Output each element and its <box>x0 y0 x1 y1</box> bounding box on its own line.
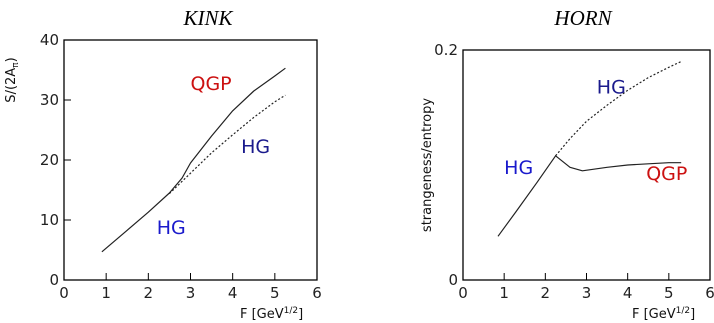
kink-title: KINK <box>182 6 233 30</box>
horn-y-tick-label: 0.2 <box>434 41 458 59</box>
horn-solid-curve <box>497 155 682 237</box>
kink-y-tick-label: 20 <box>40 151 59 169</box>
kink-annotation-qgp: QGP <box>191 73 232 95</box>
horn-annotations: HG HG QGP <box>504 77 687 185</box>
kink-x-tick-label: 6 <box>312 284 322 302</box>
kink-x-tick-label: 3 <box>186 284 196 302</box>
horn-x-tick-label: 3 <box>582 284 592 302</box>
kink-annotation-hg: HG <box>241 136 270 158</box>
horn-x-tick-label: 6 <box>705 284 714 302</box>
kink-x-tick-label: 0 <box>59 284 69 302</box>
horn-x-tick-label: 0 <box>458 284 468 302</box>
kink-panel: KINK 0 1 2 3 4 5 6 0 10 20 30 40 QGP HG HG F [GeV1/2… <box>4 6 322 322</box>
kink-annotations: QGP HG HG <box>157 73 270 239</box>
horn-x-tick-label: 5 <box>664 284 674 302</box>
horn-annotation-qgp: QGP <box>646 163 687 185</box>
horn-x-tick-label: 2 <box>541 284 551 302</box>
horn-annotation-hg: HG <box>504 157 533 179</box>
horn-annotation-hg: HG <box>597 77 626 99</box>
kink-y-axis: 0 10 20 30 40 <box>40 31 71 289</box>
kink-x-axis: 0 1 2 3 4 5 6 <box>59 273 322 302</box>
kink-y-tick-label: 10 <box>40 211 59 229</box>
kink-y-tick-label: 30 <box>40 91 59 109</box>
kink-x-axis-label: F [GeV1/2] <box>240 306 303 322</box>
kink-x-tick-label: 2 <box>144 284 154 302</box>
kink-x-tick-label: 4 <box>228 284 238 302</box>
horn-y-axis-label: strangeness/entropy <box>420 98 435 232</box>
horn-x-axis-label: F [GeV1/2] <box>632 306 695 322</box>
horn-x-tick-label: 4 <box>623 284 633 302</box>
horn-x-tick-label: 1 <box>499 284 509 302</box>
horn-x-axis: 0 1 2 3 4 5 6 <box>458 273 714 302</box>
horn-series-group <box>497 60 682 237</box>
horn-title: HORN <box>553 6 612 30</box>
kink-x-tick-label: 1 <box>101 284 111 302</box>
horn-dashed-curve <box>555 60 682 157</box>
kink-y-tick-label: 40 <box>40 31 59 49</box>
horn-y-axis: 00.2 <box>434 41 470 289</box>
kink-dashed-curve <box>168 94 286 195</box>
kink-annotation-hg: HG <box>157 217 186 239</box>
kink-x-tick-label: 5 <box>270 284 280 302</box>
kink-series-group <box>101 67 286 253</box>
kink-y-tick-label: 0 <box>49 271 59 289</box>
horn-y-tick-label: 0 <box>448 271 458 289</box>
kink-y-axis-label: S/(2Aπ) <box>4 57 21 102</box>
kink-solid-curve <box>101 67 286 253</box>
